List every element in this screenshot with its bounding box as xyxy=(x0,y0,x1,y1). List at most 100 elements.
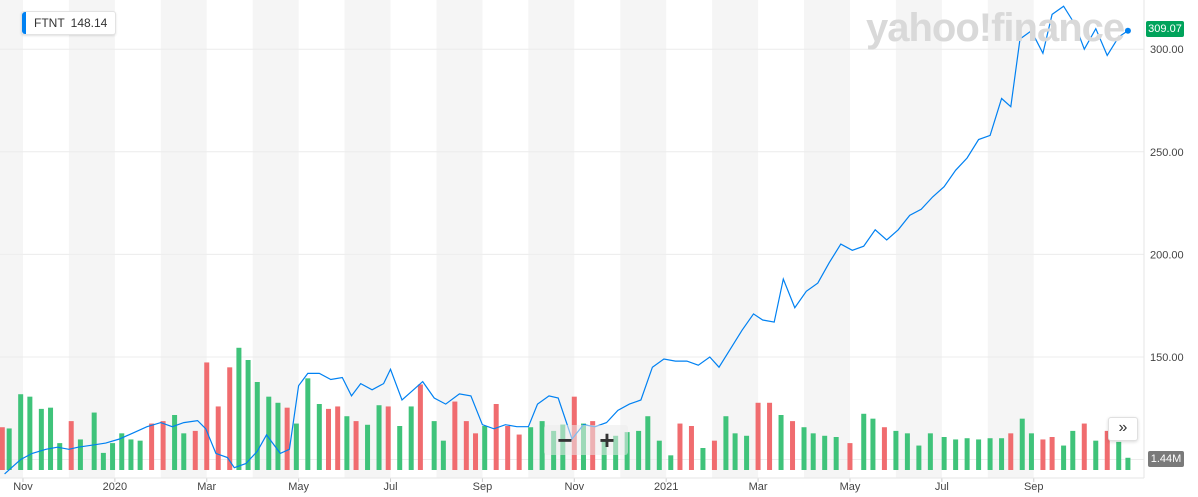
zoom-in-button[interactable]: + xyxy=(599,425,615,455)
volume-badge: 1.44M xyxy=(1148,451,1184,467)
volume-bar xyxy=(149,423,155,470)
volume-bar xyxy=(245,360,251,470)
expand-chart-button[interactable]: » xyxy=(1108,417,1138,441)
volume-bar xyxy=(6,428,12,470)
month-band xyxy=(68,0,115,478)
volume-bar xyxy=(1019,418,1025,470)
legend-symbol: FTNT xyxy=(34,16,65,30)
volume-bar xyxy=(344,416,350,470)
volume-bar xyxy=(284,407,290,470)
volume-bar xyxy=(861,413,867,470)
volume-bar xyxy=(847,443,853,470)
volume-bar xyxy=(528,427,534,470)
month-band xyxy=(895,0,942,478)
yahoo-finance-watermark: yahoo!finance xyxy=(866,6,1125,50)
volume-bar xyxy=(482,426,488,470)
volume-bar xyxy=(493,404,499,470)
volume-bar xyxy=(881,427,887,470)
volume-bar xyxy=(365,424,371,470)
volume-bar xyxy=(192,430,198,470)
volume-bar xyxy=(68,421,74,470)
volume-bar xyxy=(254,382,260,470)
volume-bar xyxy=(656,440,662,470)
month-band xyxy=(344,0,391,478)
volume-bar xyxy=(353,421,359,470)
volume-bar xyxy=(645,416,651,470)
volume-bar xyxy=(305,378,311,470)
volume-bar xyxy=(801,427,807,470)
x-tick-label: Nov xyxy=(13,481,33,493)
volume-bar xyxy=(790,421,796,470)
volume-bar xyxy=(1028,433,1034,470)
volume-bar xyxy=(744,435,750,470)
volume-bar xyxy=(1040,439,1046,470)
volume-bar xyxy=(927,433,933,470)
volume-bar xyxy=(822,435,828,470)
x-tick-label: Sep xyxy=(473,481,493,493)
x-tick-label: May xyxy=(840,481,861,493)
x-tick-label: Sep xyxy=(1024,481,1044,493)
volume-bar xyxy=(688,426,694,470)
volume-bar xyxy=(987,438,993,470)
volume-bar xyxy=(91,412,97,470)
volume-bar xyxy=(833,437,839,470)
volume-bar xyxy=(601,440,607,470)
volume-bar xyxy=(516,434,522,470)
volume-bar xyxy=(18,394,24,470)
volume-bar xyxy=(1116,441,1122,470)
month-band xyxy=(804,0,850,478)
series-legend[interactable]: FTNT 148.14 xyxy=(21,11,117,35)
volume-bar xyxy=(732,433,738,470)
x-tick-label: Mar xyxy=(197,481,216,493)
volume-bar xyxy=(100,452,106,470)
volume-bar xyxy=(128,439,134,470)
volume-bar xyxy=(677,423,683,470)
volume-bar xyxy=(110,443,116,470)
y-tick-label: 250.00 xyxy=(1150,147,1184,159)
series-color-swatch xyxy=(22,12,26,34)
volume-bar xyxy=(1070,430,1076,470)
volume-bar xyxy=(227,367,233,470)
month-band xyxy=(620,0,667,478)
volume-bar xyxy=(77,439,83,470)
zoom-out-button[interactable]: − xyxy=(557,425,573,455)
volume-bar xyxy=(57,443,63,470)
volume-bar xyxy=(999,438,1005,470)
volume-bar xyxy=(1061,445,1067,470)
volume-bar xyxy=(778,415,784,470)
x-tick-label: 2021 xyxy=(654,481,678,493)
legend-value: 148.14 xyxy=(70,16,108,30)
volume-bar xyxy=(385,406,391,470)
volume-bar xyxy=(1049,437,1055,470)
volume-bar xyxy=(335,406,341,470)
x-tick-label: Mar xyxy=(749,481,768,493)
volume-bar xyxy=(505,426,511,470)
volume-bar xyxy=(636,430,642,470)
month-band xyxy=(160,0,207,478)
volume-bar xyxy=(767,402,773,470)
volume-bar xyxy=(870,418,876,470)
volume-bar xyxy=(397,426,403,470)
volume-bar xyxy=(1104,430,1110,470)
volume-bar xyxy=(1081,423,1087,470)
y-tick-label: 200.00 xyxy=(1150,249,1184,261)
last-price-dot xyxy=(1124,27,1131,34)
volume-bar xyxy=(941,437,947,470)
volume-bar xyxy=(723,416,729,470)
volume-bar xyxy=(976,439,982,470)
x-tick-label: May xyxy=(288,481,309,493)
volume-bar xyxy=(711,440,717,470)
volume-bar xyxy=(431,421,437,470)
volume-bar xyxy=(293,423,299,470)
month-band xyxy=(987,0,1034,478)
volume-bar xyxy=(325,408,331,470)
month-band xyxy=(712,0,759,478)
volume-bar xyxy=(452,401,458,470)
volume-bar xyxy=(172,415,178,470)
volume-bar xyxy=(700,448,706,470)
x-axis-labels: Nov 2020 Mar May Jul Sep Nov 2021 Mar May Jul Sep xyxy=(13,478,1044,493)
volume-bar xyxy=(137,440,143,470)
month-band xyxy=(252,0,299,478)
